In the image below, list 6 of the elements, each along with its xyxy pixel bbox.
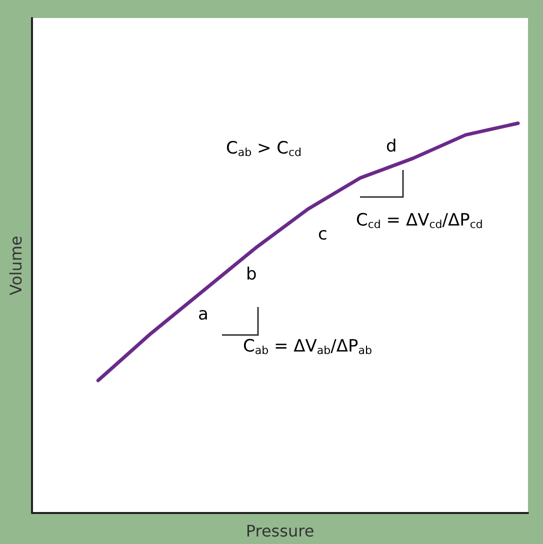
y-axis-title: Volume [6, 236, 26, 296]
annotation: b [246, 264, 257, 284]
annotation: d [386, 136, 397, 156]
x-axis-title: Pressure [246, 522, 314, 540]
annotation: a [198, 304, 208, 324]
annotation: c [318, 224, 328, 244]
